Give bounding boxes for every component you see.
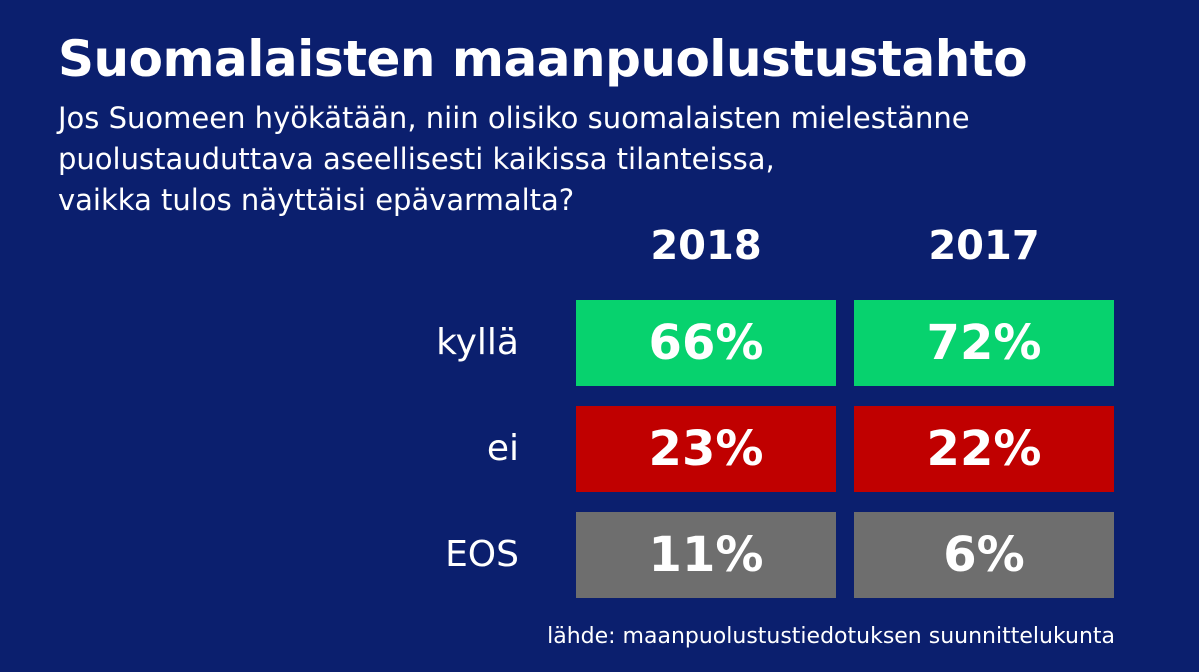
chart-subtitle: Jos Suomeen hyökätään, niin olisiko suom… <box>58 98 970 221</box>
row-label-kylla: kyllä <box>436 322 519 363</box>
column-header-2018: 2018 <box>650 223 762 269</box>
subtitle-line: Jos Suomeen hyökätään, niin olisiko suom… <box>58 101 970 135</box>
cell-kylla-2018: 66% <box>576 300 836 386</box>
row-label-eos: EOS <box>445 534 519 575</box>
cell-kylla-2017: 72% <box>854 300 1114 386</box>
chart-title: Suomalaisten maanpuolustustahto <box>58 30 1028 88</box>
subtitle-line: vaikka tulos näyttäisi epävarmalta? <box>58 183 575 217</box>
cell-ei-2018: 23% <box>576 406 836 492</box>
row-label-ei: ei <box>486 428 519 469</box>
source-note: lähde: maanpuolustustiedotuksen suunnitt… <box>547 624 1115 649</box>
cell-eos-2018: 11% <box>576 512 836 598</box>
subtitle-line: puolustauduttava aseellisesti kaikissa t… <box>58 142 775 176</box>
cell-ei-2017: 22% <box>854 406 1114 492</box>
column-header-2017: 2017 <box>928 223 1040 269</box>
cell-eos-2017: 6% <box>854 512 1114 598</box>
